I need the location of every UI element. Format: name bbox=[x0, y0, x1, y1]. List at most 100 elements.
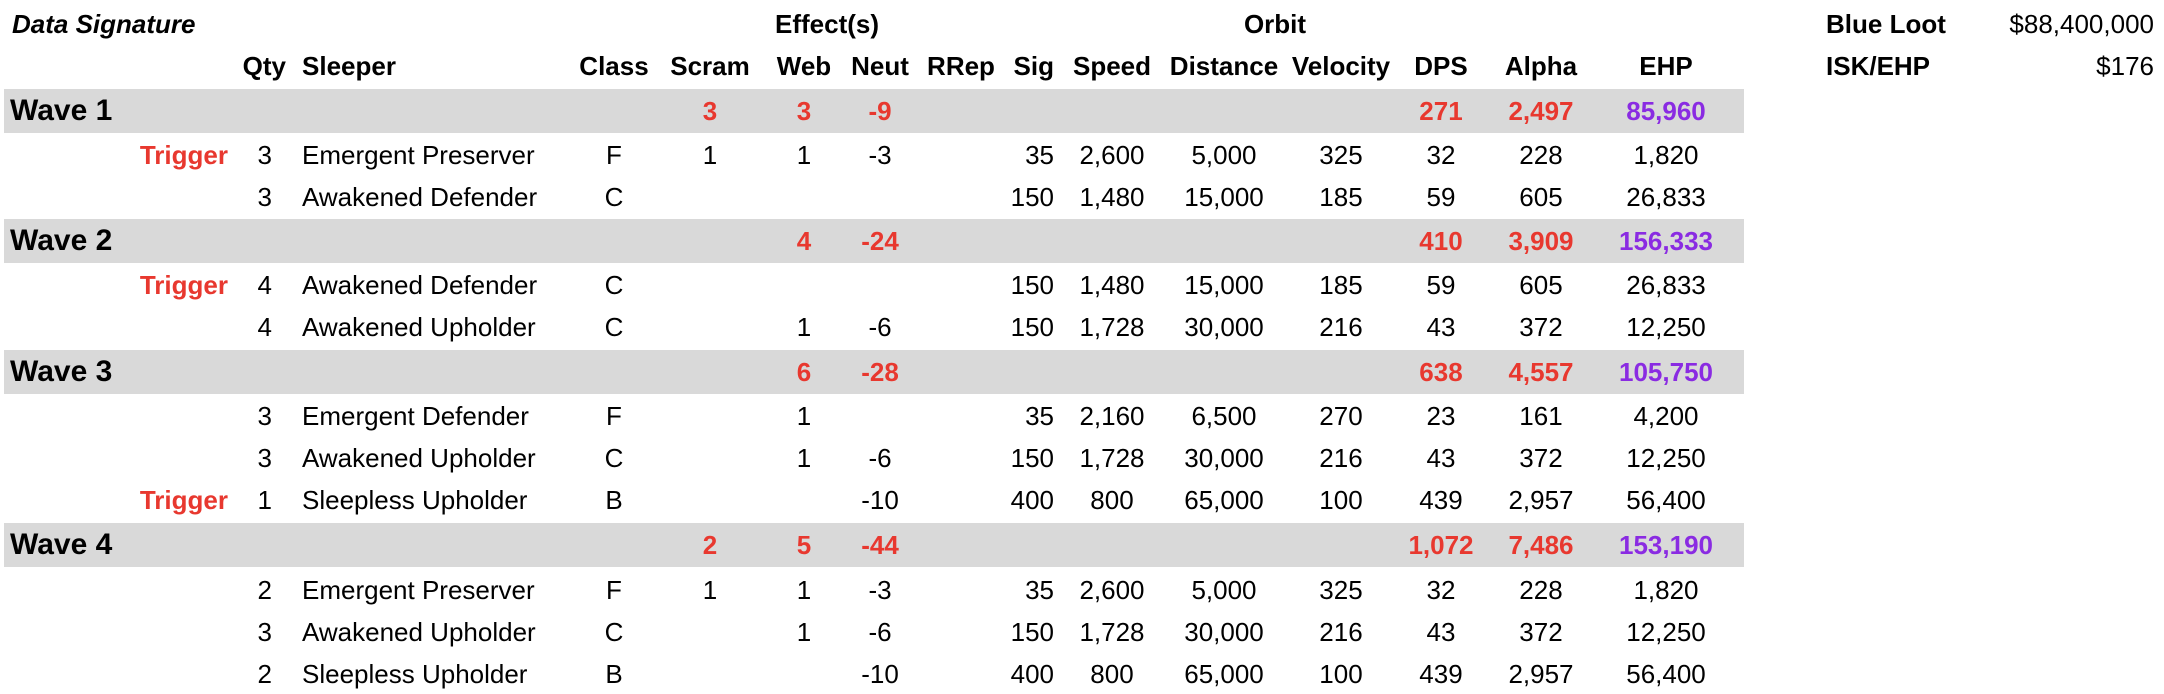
col-header-sleeper: Sleeper bbox=[302, 51, 396, 81]
qty-cell: 3 bbox=[257, 617, 272, 647]
neut-cell bbox=[842, 265, 918, 305]
wave-total-neut: -9 bbox=[868, 96, 892, 126]
wave-total-web: 3 bbox=[796, 96, 812, 126]
col-header-ehp: EHP bbox=[1639, 51, 1693, 81]
velocity-cell: 185 bbox=[1319, 270, 1363, 300]
ehp-cell: 12,250 bbox=[1626, 617, 1706, 647]
trigger-label bbox=[100, 654, 228, 694]
dps-cell: 439 bbox=[1419, 659, 1463, 689]
alpha-cell: 161 bbox=[1519, 401, 1563, 431]
sleeper-cell: Sleepless Upholder bbox=[302, 659, 528, 689]
sleeper-cell: Awakened Upholder bbox=[302, 617, 536, 647]
web-cell: 1 bbox=[796, 443, 812, 473]
wave-total-dps: 271 bbox=[1419, 96, 1463, 126]
wave-total-scram: 3 bbox=[702, 96, 718, 126]
class-cell: C bbox=[604, 312, 624, 342]
qty-cell: 2 bbox=[257, 575, 272, 605]
class-cell: C bbox=[604, 443, 624, 473]
col-header-web: Web bbox=[776, 51, 832, 81]
sig-cell: 150 bbox=[1010, 182, 1054, 212]
speed-cell: 1,728 bbox=[1079, 312, 1145, 342]
alpha-cell: 228 bbox=[1519, 575, 1563, 605]
neut-cell: -10 bbox=[861, 659, 899, 689]
trigger-label bbox=[100, 612, 228, 652]
scram-cell: 1 bbox=[702, 140, 718, 170]
col-header-scram: Scram bbox=[670, 51, 750, 81]
trigger-label bbox=[100, 307, 228, 347]
velocity-cell: 325 bbox=[1319, 575, 1363, 605]
speed-cell: 2,600 bbox=[1079, 140, 1145, 170]
trigger-label bbox=[100, 438, 228, 478]
orbit-group-header: Orbit bbox=[1243, 9, 1307, 39]
class-cell: B bbox=[605, 485, 623, 515]
dps-cell: 59 bbox=[1426, 182, 1456, 212]
class-cell: C bbox=[604, 617, 624, 647]
blue-loot-value: $88,400,000 bbox=[2009, 9, 2154, 39]
velocity-cell: 216 bbox=[1319, 443, 1363, 473]
neut-cell: -6 bbox=[868, 312, 892, 342]
col-header-dps: DPS bbox=[1414, 51, 1468, 81]
sleeper-cell: Emergent Preserver bbox=[302, 575, 535, 605]
wave-total-dps: 638 bbox=[1419, 357, 1463, 387]
speed-cell: 1,728 bbox=[1079, 617, 1145, 647]
col-header-neut: Neut bbox=[851, 51, 909, 81]
sleeper-cell: Awakened Upholder bbox=[302, 443, 536, 473]
wave-total-ehp: 156,333 bbox=[1619, 226, 1713, 256]
distance-cell: 65,000 bbox=[1184, 659, 1264, 689]
distance-cell: 5,000 bbox=[1191, 140, 1257, 170]
velocity-cell: 185 bbox=[1319, 182, 1363, 212]
sleeper-cell: Awakened Defender bbox=[302, 270, 538, 300]
col-header-rrep: RRep bbox=[927, 51, 995, 81]
wave-title: Wave 4 bbox=[10, 528, 113, 561]
effects-group-header: Effect(s) bbox=[774, 9, 879, 39]
distance-cell: 65,000 bbox=[1184, 485, 1264, 515]
web-cell bbox=[766, 265, 842, 305]
scram-cell bbox=[664, 177, 756, 217]
wave-total-dps: 1,072 bbox=[1408, 530, 1474, 560]
speed-cell: 2,600 bbox=[1079, 575, 1145, 605]
wave-total-ehp: 105,750 bbox=[1619, 357, 1713, 387]
distance-cell: 15,000 bbox=[1184, 182, 1264, 212]
velocity-cell: 100 bbox=[1319, 485, 1363, 515]
class-cell: C bbox=[604, 182, 624, 212]
col-header-distance: Distance bbox=[1169, 51, 1279, 81]
sig-cell: 150 bbox=[1010, 270, 1054, 300]
wave-band bbox=[4, 89, 1744, 133]
wave-total-alpha: 3,909 bbox=[1508, 226, 1574, 256]
ehp-cell: 1,820 bbox=[1633, 140, 1699, 170]
isk-ehp-label: ISK/EHP bbox=[1826, 51, 1931, 81]
web-cell: 1 bbox=[796, 401, 812, 431]
col-header-class: Class bbox=[579, 51, 649, 81]
wave-total-scram bbox=[664, 352, 756, 392]
alpha-cell: 228 bbox=[1519, 140, 1563, 170]
col-header-velocity: Velocity bbox=[1291, 51, 1391, 81]
dps-cell: 32 bbox=[1426, 575, 1456, 605]
qty-cell: 2 bbox=[257, 659, 272, 689]
trigger-label bbox=[100, 177, 228, 217]
trigger-label: Trigger bbox=[139, 270, 228, 300]
wave-total-alpha: 2,497 bbox=[1508, 96, 1574, 126]
trigger-label: Trigger bbox=[139, 140, 228, 170]
wave-total-scram: 2 bbox=[702, 530, 718, 560]
sig-cell: 35 bbox=[1025, 401, 1054, 431]
neut-cell: -3 bbox=[868, 140, 892, 170]
speed-cell: 800 bbox=[1090, 659, 1134, 689]
sig-cell: 150 bbox=[1010, 443, 1054, 473]
speed-cell: 800 bbox=[1090, 485, 1134, 515]
wave-total-alpha: 7,486 bbox=[1508, 530, 1574, 560]
qty-cell: 3 bbox=[257, 140, 272, 170]
alpha-cell: 2,957 bbox=[1508, 659, 1574, 689]
wave-total-alpha: 4,557 bbox=[1508, 357, 1574, 387]
sig-cell: 150 bbox=[1010, 617, 1054, 647]
sleeper-cell: Awakened Upholder bbox=[302, 312, 536, 342]
distance-cell: 30,000 bbox=[1184, 312, 1264, 342]
neut-cell bbox=[842, 177, 918, 217]
ehp-cell: 26,833 bbox=[1626, 270, 1706, 300]
sig-cell: 400 bbox=[1010, 659, 1054, 689]
speed-cell: 1,480 bbox=[1079, 182, 1145, 212]
wave-total-neut: -44 bbox=[861, 530, 899, 560]
wave-total-web: 5 bbox=[796, 530, 812, 560]
alpha-cell: 605 bbox=[1519, 182, 1563, 212]
distance-cell: 30,000 bbox=[1184, 443, 1264, 473]
wave-band bbox=[4, 350, 1744, 394]
